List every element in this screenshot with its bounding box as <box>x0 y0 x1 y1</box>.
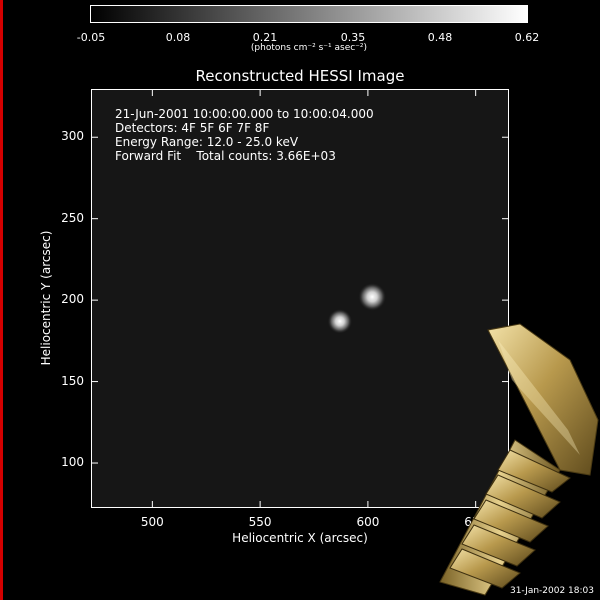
info-energy-range: Energy Range: 12.0 - 25.0 keV <box>115 135 299 149</box>
y-tick-label: 300 <box>61 129 84 144</box>
colorbar-tick: 0.21 <box>252 31 278 44</box>
screw-icon <box>420 320 600 600</box>
colorbar-tick: 0.62 <box>514 31 540 44</box>
colorbar-tick: 0.35 <box>340 31 366 44</box>
plot-timestamp: 31-Jan-2002 18:03 <box>509 586 594 596</box>
image-plot-area <box>91 89 509 508</box>
x-tick-label: 550 <box>248 515 272 529</box>
colorbar <box>90 5 528 23</box>
info-fit-counts: Forward Fit Total counts: 3.66E+03 <box>115 149 336 163</box>
x-tick-label: 500 <box>140 515 164 529</box>
y-tick-label: 150 <box>61 373 84 388</box>
info-time-range: 21-Jun-2001 10:00:00.000 to 10:00:04.000 <box>115 107 374 121</box>
left-edge-bar <box>0 0 3 600</box>
colorbar-tick: 0.48 <box>427 31 453 44</box>
emission-source <box>327 308 353 334</box>
x-tick-label: 600 <box>356 515 380 529</box>
y-tick-label: 250 <box>61 210 84 225</box>
x-axis-label: Heliocentric X (arcsec) <box>232 531 368 545</box>
heatmap-canvas <box>92 90 508 507</box>
plot-title: Reconstructed HESSI Image <box>195 67 405 85</box>
info-detectors: Detectors: 4F 5F 6F 7F 8F <box>115 121 270 135</box>
emission-source <box>358 282 387 311</box>
y-tick-label: 200 <box>61 292 84 307</box>
colorbar-unit-label: (photons cm⁻² s⁻¹ asec⁻²) <box>250 43 368 53</box>
y-tick-label: 100 <box>61 455 84 470</box>
colorbar-tick: 0.08 <box>165 31 191 44</box>
y-axis-label: Heliocentric Y (arcsec) <box>39 230 53 366</box>
colorbar-tick: -0.05 <box>76 31 106 44</box>
